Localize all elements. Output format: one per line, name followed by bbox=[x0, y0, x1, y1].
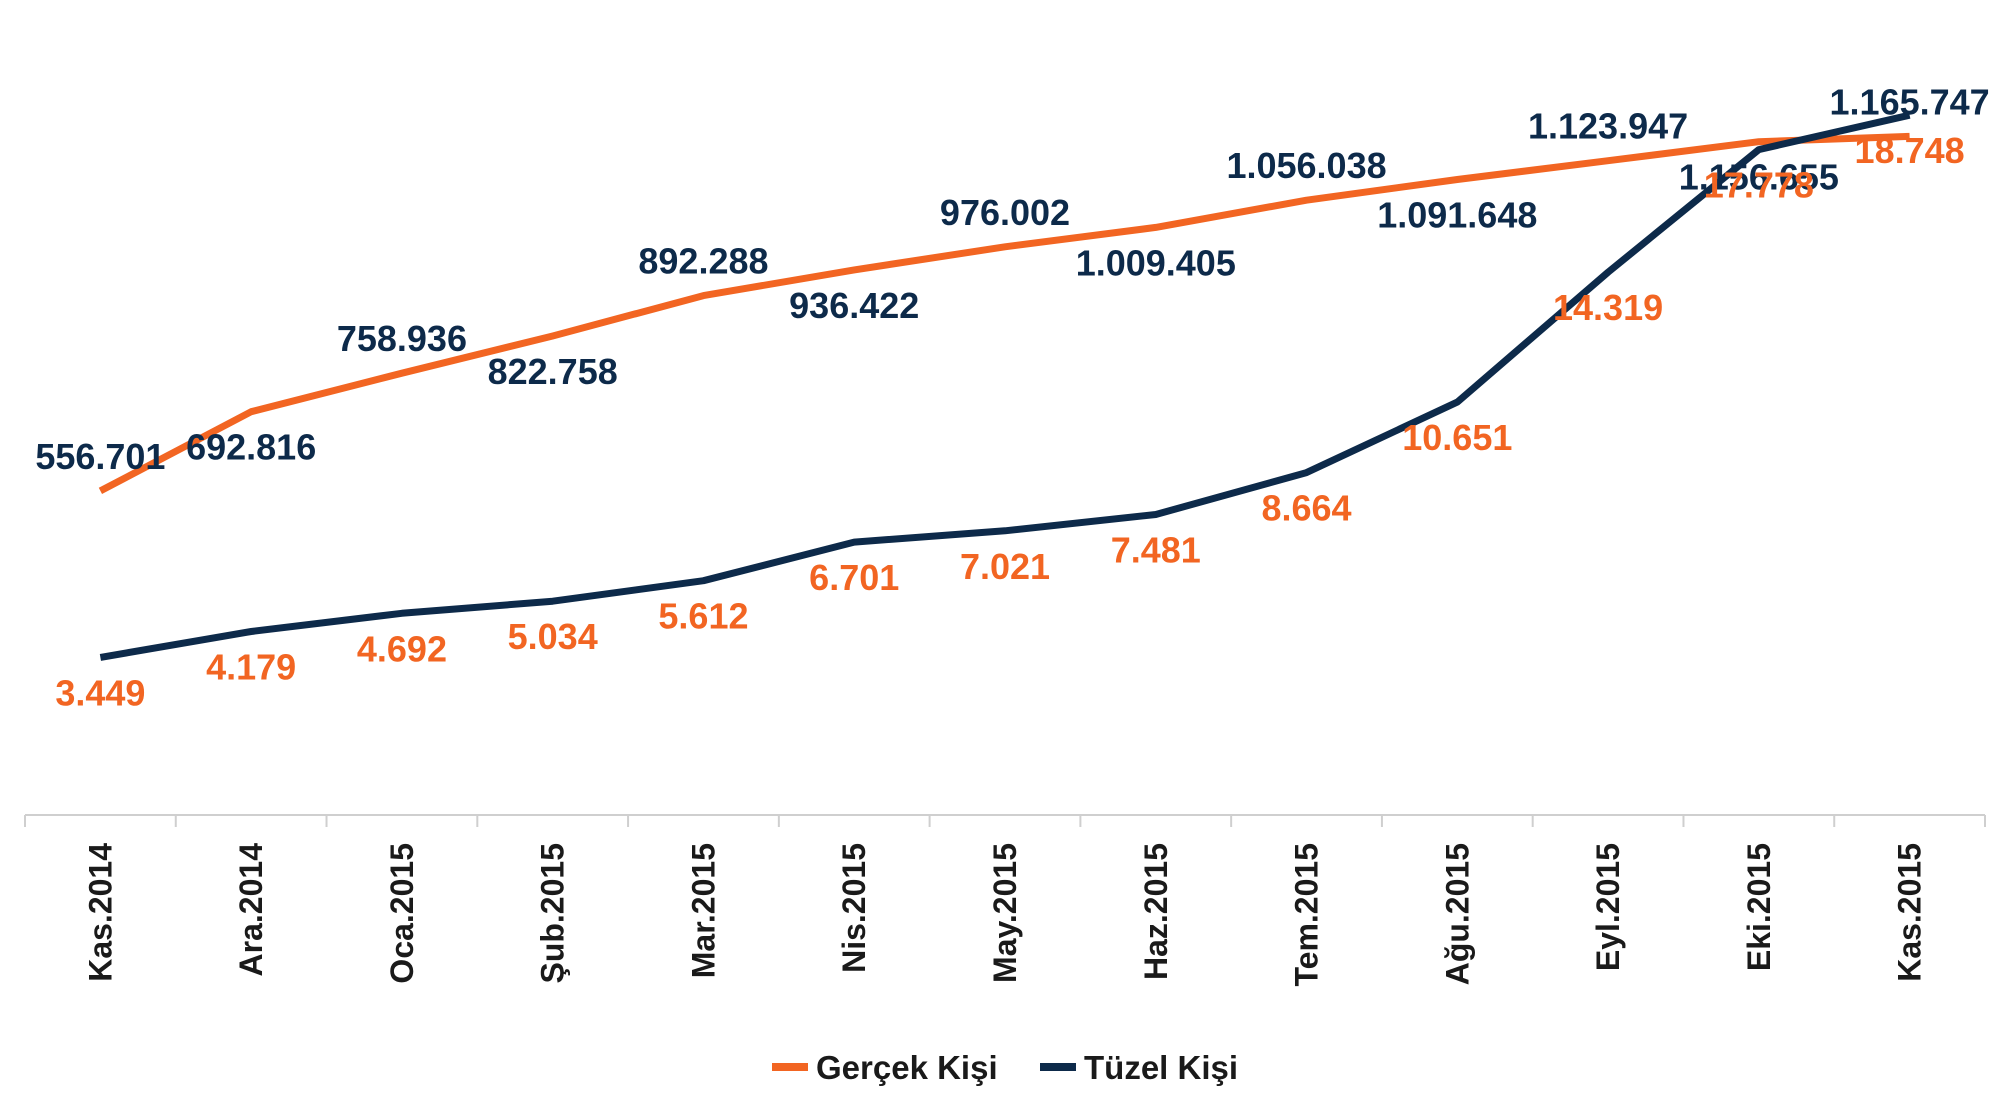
x-tick-label: Oca.2015 bbox=[384, 843, 420, 984]
x-axis-labels: Kas.2014 Ara.2014 Oca.2015 Şub.2015 Mar.2015… bbox=[82, 843, 1927, 987]
legend: Gerçek Kişi Tüzel Kişi bbox=[772, 1049, 1238, 1086]
data-label-tuzel-kisi: 7.021 bbox=[960, 546, 1050, 587]
data-label-gercek-kisi: 556.701 bbox=[35, 436, 165, 477]
data-label-tuzel-kisi: 17.778 bbox=[1704, 165, 1814, 206]
data-label-tuzel-kisi: 5.612 bbox=[658, 596, 748, 637]
data-label-gercek-kisi: 1.156.655 bbox=[1679, 157, 1839, 198]
data-label-tuzel-kisi: 4.179 bbox=[206, 646, 296, 687]
legend-label-tuzel-kisi: Tüzel Kişi bbox=[1084, 1049, 1238, 1086]
x-tick-label: Eyl.2015 bbox=[1590, 843, 1626, 971]
x-tick-label: May.2015 bbox=[987, 843, 1023, 983]
x-axis-tick-marks bbox=[24, 815, 1986, 827]
data-label-tuzel-kisi: 8.664 bbox=[1261, 488, 1351, 529]
x-tick-label: Ağu.2015 bbox=[1439, 843, 1475, 985]
legend-label-gercek-kisi: Gerçek Kişi bbox=[816, 1049, 998, 1086]
data-label-tuzel-kisi: 3.449 bbox=[55, 672, 145, 713]
data-label-gercek-kisi: 1.009.405 bbox=[1076, 242, 1236, 283]
x-tick-label: Kas.2015 bbox=[1892, 843, 1928, 982]
x-tick-label: Tem.2015 bbox=[1289, 843, 1325, 987]
series-line-tuzel-kisi bbox=[99, 111, 1911, 661]
x-tick-label: Mar.2015 bbox=[685, 843, 721, 978]
x-tick-label: Eki.2015 bbox=[1741, 843, 1777, 971]
x-tick-label: Haz.2015 bbox=[1138, 843, 1174, 980]
data-label-gercek-kisi: 936.422 bbox=[789, 285, 919, 326]
x-tick-label: Kas.2014 bbox=[82, 843, 118, 982]
data-label-tuzel-kisi: 7.481 bbox=[1111, 529, 1201, 570]
data-label-gercek-kisi: 976.002 bbox=[940, 192, 1070, 233]
data-label-tuzel-kisi: 5.034 bbox=[508, 616, 598, 657]
data-label-gercek-kisi: 1.091.648 bbox=[1377, 195, 1537, 236]
data-label-gercek-kisi: 1.165.747 bbox=[1830, 81, 1990, 122]
data-label-tuzel-kisi: 6.701 bbox=[809, 557, 899, 598]
data-label-gercek-kisi: 758.936 bbox=[337, 318, 467, 359]
data-labels: 556.701 692.816 758.936 822.758 892.288 936.4… bbox=[35, 81, 1989, 713]
x-tick-label: Nis.2015 bbox=[836, 843, 872, 973]
data-label-tuzel-kisi: 4.692 bbox=[357, 628, 447, 669]
data-label-gercek-kisi: 692.816 bbox=[186, 427, 316, 468]
data-label-tuzel-kisi: 10.651 bbox=[1402, 417, 1512, 458]
data-label-gercek-kisi: 892.288 bbox=[638, 241, 768, 282]
data-label-tuzel-kisi: 14.319 bbox=[1553, 287, 1663, 328]
data-label-tuzel-kisi: 18.748 bbox=[1855, 130, 1965, 171]
x-tick-label: Ara.2014 bbox=[233, 843, 269, 977]
x-tick-label: Şub.2015 bbox=[535, 843, 571, 984]
series-line-gercek-kisi bbox=[98, 132, 1910, 494]
data-label-gercek-kisi: 1.123.947 bbox=[1528, 106, 1688, 147]
data-label-gercek-kisi: 1.056.038 bbox=[1226, 145, 1386, 186]
series-lines bbox=[98, 111, 1911, 661]
data-label-gercek-kisi: 822.758 bbox=[488, 351, 618, 392]
